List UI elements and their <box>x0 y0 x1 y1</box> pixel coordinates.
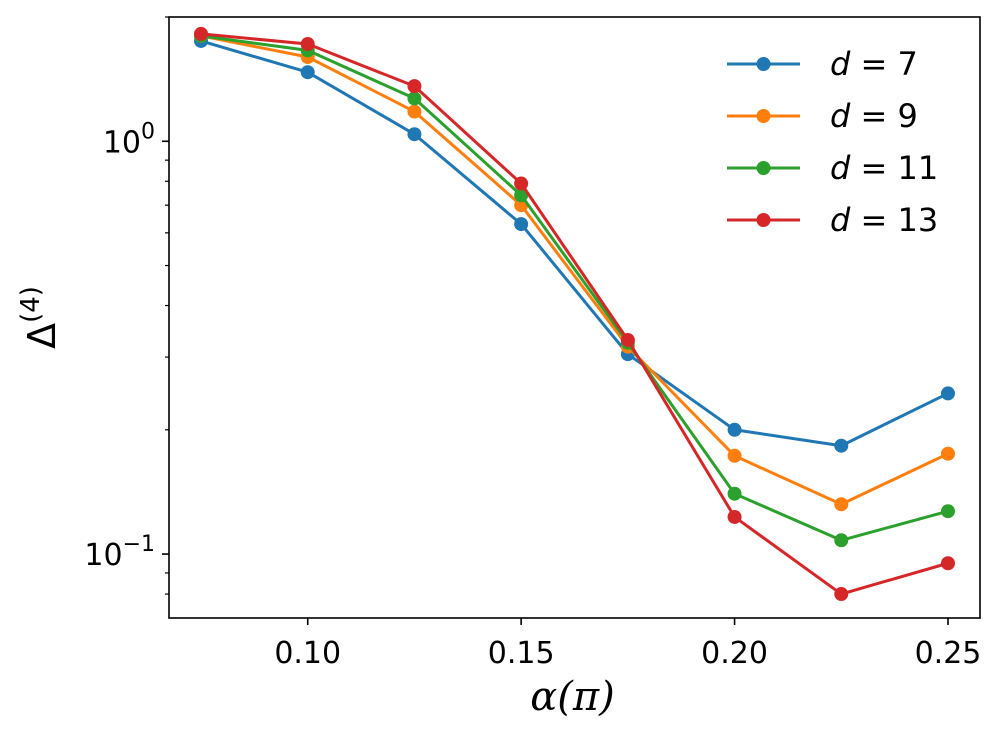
series-line-13 <box>200 32 949 596</box>
x-tick-label: 0.15 <box>488 636 555 671</box>
data-point-d7 <box>407 127 422 142</box>
series-layer <box>194 26 955 602</box>
y-axis-label: Δ(4) <box>16 286 64 349</box>
series-line-11 <box>200 34 949 542</box>
x-tick-label: 0.10 <box>274 636 341 671</box>
legend-label: d = 9 <box>830 97 918 135</box>
x-axis-label: α(π) <box>530 674 615 720</box>
legend-marker <box>756 109 771 123</box>
data-point-d9 <box>407 104 422 119</box>
legend-marker <box>756 213 771 227</box>
axes-layer: 0.10 0.15 0.20 0.25 100 10−1 α(π) Δ(4) <box>16 16 982 720</box>
data-point-d13 <box>514 176 529 191</box>
data-point-d9 <box>834 497 849 512</box>
data-point-d7 <box>300 65 315 80</box>
legend-label: d = 7 <box>830 45 918 83</box>
legend-label: d = 13 <box>830 201 938 239</box>
data-point-d9 <box>940 446 955 461</box>
legend: d = 7 d = 9 d = 11 d = 13 <box>727 45 938 239</box>
data-point-d7 <box>514 217 529 232</box>
legend-marker <box>756 161 771 175</box>
y-tick-label: 10−1 <box>84 532 155 573</box>
data-point-d11 <box>727 486 742 501</box>
data-point-d13 <box>300 37 315 52</box>
data-point-d13 <box>194 26 209 41</box>
data-point-d7 <box>727 422 742 437</box>
series-line-9 <box>200 34 949 506</box>
data-point-d13 <box>940 556 955 571</box>
data-point-d13 <box>834 587 849 602</box>
legend-label: d = 11 <box>830 149 938 187</box>
data-point-d13 <box>407 79 422 94</box>
data-point-d11 <box>514 188 529 203</box>
series-line-7 <box>200 39 949 448</box>
legend-marker <box>756 57 771 71</box>
y-tick-label: 100 <box>103 119 155 160</box>
data-point-d7 <box>834 438 849 453</box>
data-point-d7 <box>940 386 955 401</box>
data-point-d11 <box>834 533 849 548</box>
data-point-d11 <box>940 504 955 519</box>
data-point-d13 <box>620 333 635 348</box>
x-tick-label: 0.20 <box>701 636 768 671</box>
data-point-d13 <box>727 509 742 524</box>
data-point-d9 <box>727 448 742 463</box>
plot-frame <box>168 16 981 619</box>
data-point-d11 <box>407 91 422 106</box>
x-tick-label: 0.25 <box>915 636 982 671</box>
